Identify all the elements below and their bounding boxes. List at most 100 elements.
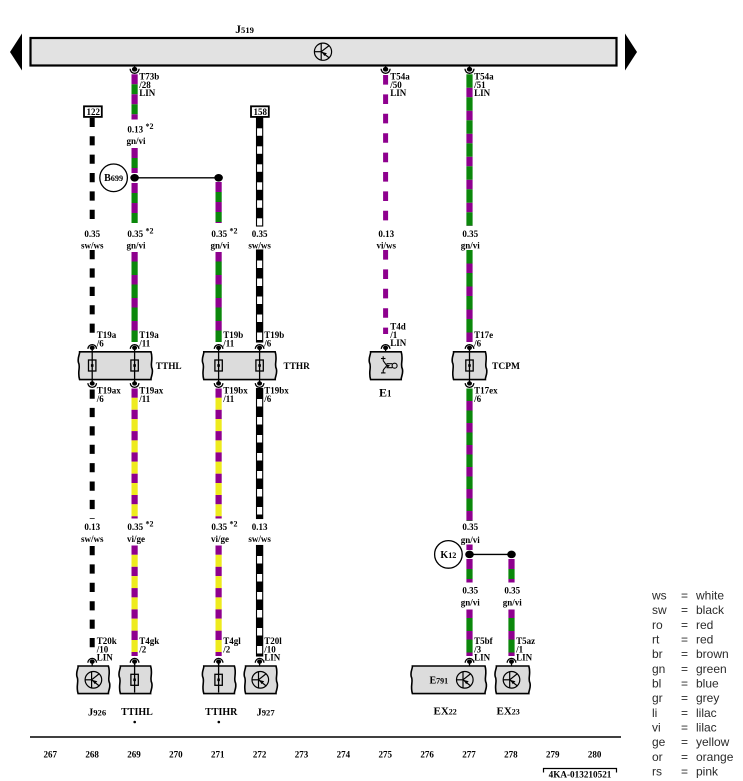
svg-text:sw/ws: sw/ws: [248, 241, 271, 251]
svg-text:LIN: LIN: [97, 653, 114, 663]
svg-text:T17ex: T17ex: [474, 386, 498, 396]
svg-text:/6: /6: [96, 394, 105, 404]
svg-text:J927: J927: [257, 708, 276, 719]
svg-text:T73b: T73b: [139, 72, 159, 82]
svg-text:/11: /11: [138, 394, 151, 404]
svg-text:sw/ws: sw/ws: [248, 534, 271, 544]
svg-text:0.35: 0.35: [462, 522, 478, 532]
svg-text:/2: /2: [138, 644, 147, 654]
svg-text:280: 280: [588, 750, 602, 760]
svg-text:4KA-013210521: 4KA-013210521: [549, 769, 612, 779]
svg-text:/2: /2: [222, 644, 231, 654]
svg-text:279: 279: [546, 750, 560, 760]
svg-text:grey: grey: [696, 691, 719, 705]
svg-text:LIN: LIN: [516, 653, 533, 663]
svg-text:0.13: 0.13: [378, 229, 394, 239]
svg-text:T19bx: T19bx: [264, 386, 289, 396]
svg-text:lilac: lilac: [696, 721, 717, 735]
svg-text:red: red: [696, 618, 713, 632]
svg-text:gr: gr: [652, 691, 663, 705]
svg-text:/6: /6: [263, 394, 272, 404]
svg-text:rt: rt: [652, 633, 660, 647]
svg-text:0.35: 0.35: [462, 586, 478, 596]
svg-text:gn/vi: gn/vi: [126, 241, 146, 251]
svg-text:blue: blue: [696, 677, 719, 691]
svg-text:B699: B699: [104, 173, 123, 184]
svg-text:green: green: [696, 662, 727, 676]
svg-text:gn/vi: gn/vi: [461, 598, 481, 608]
svg-text:T19ax: T19ax: [139, 386, 164, 396]
svg-text:158: 158: [254, 107, 268, 117]
svg-text:267: 267: [43, 750, 57, 760]
svg-text:vi: vi: [652, 721, 661, 735]
svg-text:0.35: 0.35: [462, 229, 478, 239]
svg-text:TTHL: TTHL: [156, 362, 182, 372]
svg-text:black: black: [696, 603, 725, 617]
svg-text:/51: /51: [473, 80, 486, 90]
svg-text:gn/vi: gn/vi: [461, 241, 481, 251]
svg-text:LIN: LIN: [474, 653, 491, 663]
svg-text:/10: /10: [263, 644, 276, 654]
svg-text:sw: sw: [652, 603, 667, 617]
svg-text:/11: /11: [138, 338, 151, 348]
svg-text:li: li: [652, 706, 657, 720]
svg-text:T54a: T54a: [390, 72, 410, 82]
svg-text:ws: ws: [651, 589, 667, 603]
svg-text:TCPM: TCPM: [492, 362, 520, 372]
svg-text:/1: /1: [515, 644, 524, 654]
svg-text:/50: /50: [389, 80, 402, 90]
svg-text:*2: *2: [230, 519, 238, 528]
svg-text:gn: gn: [652, 662, 665, 676]
svg-text:0.35: 0.35: [84, 229, 100, 239]
svg-text:vi/ge: vi/ge: [211, 534, 229, 544]
svg-text:=: =: [681, 677, 688, 691]
svg-text:122: 122: [87, 107, 101, 117]
svg-text:J519: J519: [235, 24, 254, 36]
svg-text:=: =: [681, 750, 688, 764]
svg-text:=: =: [681, 721, 688, 735]
svg-text:T4d: T4d: [390, 322, 406, 332]
svg-text:ro: ro: [652, 618, 663, 632]
svg-text:TTIHR: TTIHR: [205, 707, 238, 718]
svg-text:sw/ws: sw/ws: [81, 534, 104, 544]
svg-text:ge: ge: [652, 735, 666, 749]
svg-text:orange: orange: [696, 750, 734, 764]
svg-text:0.35: 0.35: [211, 522, 227, 532]
svg-text:270: 270: [169, 750, 183, 760]
svg-text:LIN: LIN: [474, 88, 491, 98]
svg-text:white: white: [695, 589, 724, 603]
svg-text:276: 276: [420, 750, 434, 760]
svg-text:=: =: [681, 633, 688, 647]
svg-text:T5az: T5az: [516, 636, 535, 646]
svg-text:E1: E1: [379, 386, 392, 400]
svg-text:T17e: T17e: [474, 330, 493, 340]
svg-text:=: =: [681, 618, 688, 632]
svg-text:=: =: [681, 662, 688, 676]
svg-text:/1: /1: [389, 330, 398, 340]
svg-text:TTIHL: TTIHL: [121, 707, 153, 718]
svg-text:277: 277: [462, 750, 476, 760]
svg-text:T19ax: T19ax: [97, 386, 122, 396]
svg-text:*2: *2: [230, 226, 238, 235]
svg-text:yellow: yellow: [696, 735, 730, 749]
svg-text:0.35: 0.35: [127, 522, 143, 532]
svg-text:=: =: [681, 589, 688, 603]
svg-text:LIN: LIN: [390, 88, 407, 98]
svg-text:T19a: T19a: [139, 330, 159, 340]
svg-text:/11: /11: [222, 338, 235, 348]
svg-text:0.13: 0.13: [252, 522, 268, 532]
svg-text:or: or: [652, 750, 663, 764]
svg-text:T4gk: T4gk: [139, 636, 159, 646]
svg-text:gn/vi: gn/vi: [461, 535, 481, 545]
svg-text:LIN: LIN: [139, 88, 156, 98]
svg-text:T5bf: T5bf: [474, 636, 494, 646]
svg-text:vi/ge: vi/ge: [127, 534, 145, 544]
svg-text:/6: /6: [473, 394, 482, 404]
svg-text:T19b: T19b: [264, 330, 284, 340]
svg-text:/11: /11: [222, 394, 235, 404]
svg-text:sw/ws: sw/ws: [81, 241, 104, 251]
svg-text:lilac: lilac: [696, 706, 717, 720]
svg-text:T19bx: T19bx: [223, 386, 248, 396]
svg-text:/6: /6: [263, 338, 272, 348]
svg-text:275: 275: [378, 750, 392, 760]
